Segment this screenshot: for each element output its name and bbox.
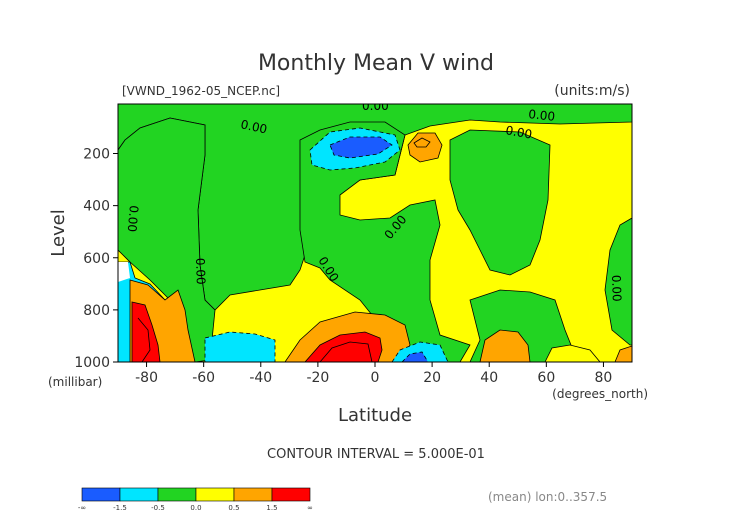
contour-interval-note: CONTOUR INTERVAL = 5.000E-01 (267, 447, 485, 462)
colorbar-label: -∞ (78, 504, 86, 512)
x-axis: -80 -60 -40 -20 0 20 40 60 80 (135, 362, 612, 386)
x-tick-label: 60 (537, 370, 555, 386)
contour-left-strong (137, 317, 151, 362)
x-tick-label: 20 (423, 370, 441, 386)
colorbar-swatch (157, 487, 197, 502)
x-tick-label: -80 (135, 370, 158, 386)
y-axis-unit: (millibar) (48, 375, 102, 389)
colorbar-swatch (119, 487, 159, 502)
region-orange-upper (407, 132, 443, 163)
x-axis-unit: (degrees_north) (552, 387, 648, 401)
x-tick-label: 80 (595, 370, 613, 386)
dataset-label: [VWND_1962-05_NCEP.nc] (122, 84, 280, 98)
y-tick-label: 600 (83, 251, 110, 267)
x-tick-label: -20 (306, 370, 329, 386)
region-orange-bottom-right (479, 329, 531, 362)
contour-upper-positive (413, 137, 431, 148)
colorbar-label: -0.5 (151, 504, 165, 512)
region-blue-bottom-center (401, 351, 429, 362)
x-tick-label: 40 (480, 370, 498, 386)
colorbar-swatch (81, 487, 121, 502)
region-yellow-bottom-right (544, 344, 601, 362)
y-tick-label: 1000 (74, 355, 110, 371)
region-blue-upper (329, 136, 393, 159)
footer-note: (mean) lon:0..357.5 (488, 490, 607, 504)
y-tick-label: 200 (83, 147, 110, 163)
chart-title: Monthly Mean V wind (258, 51, 494, 76)
y-tick-label: 800 (83, 303, 110, 319)
x-tick-label: 0 (371, 370, 380, 386)
region-green-left (118, 117, 216, 362)
contour-label: 0.00 (362, 99, 389, 113)
plot-area: 0.00 0.00 0.00 0.00 0.00 0.00 0.00 0.00 … (117, 99, 633, 363)
contour-label: 0.00 (528, 107, 556, 124)
y-axis: 200 400 600 800 1000 (74, 147, 118, 371)
colorbar-swatch (195, 487, 235, 502)
contour-label: 0.00 (239, 117, 268, 136)
contour-bottom-strong (319, 341, 373, 362)
colorbar-swatch (233, 487, 273, 502)
contour-label: 0.00 (609, 275, 624, 302)
region-orange-far-right (614, 345, 632, 362)
region-white-left (118, 262, 130, 282)
colorbar-label: 0.5 (228, 504, 239, 512)
colorbar-swatch (271, 487, 311, 502)
region-green-right (449, 129, 551, 276)
region-green-center (299, 121, 471, 362)
colorbar: -∞ -1.5 -0.5 0.0 0.5 1.5 ∞ (78, 487, 313, 512)
colorbar-label: ∞ (307, 504, 313, 512)
colorbar-label: 1.5 (266, 504, 277, 512)
contour-label: 0.00 (193, 258, 208, 285)
region-red-left (131, 301, 161, 362)
x-tick-label: -60 (192, 370, 215, 386)
x-axis-label: Latitude (338, 405, 412, 426)
region-red-bottom (304, 331, 383, 362)
y-tick-label: 400 (83, 199, 110, 215)
colorbar-label: 0.0 (190, 504, 201, 512)
x-tick-label: -40 (249, 370, 272, 386)
contour-label: 0.00 (125, 205, 141, 233)
contour-label: 0.00 (504, 123, 533, 141)
y-axis-label: Level (48, 209, 69, 257)
units-label: (units:m/s) (554, 83, 630, 99)
colorbar-label: -1.5 (113, 504, 127, 512)
region-cyan-bottom (204, 331, 276, 362)
